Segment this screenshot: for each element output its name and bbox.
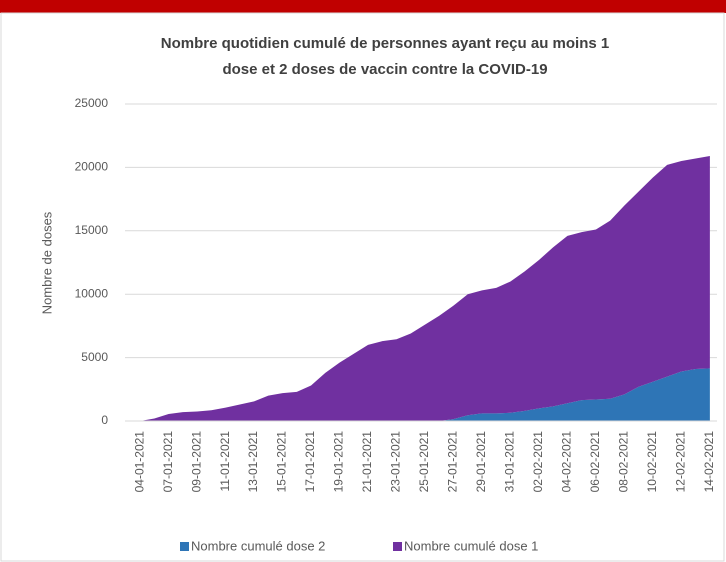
y-tick-label: 10000 — [75, 286, 109, 300]
x-tick-label: 21-01-2021 — [360, 431, 374, 493]
header-bar — [0, 0, 726, 13]
chart-subtitle: dose et 2 doses de vaccin contre la COVI… — [222, 61, 547, 78]
x-tick-label: 23-01-2021 — [389, 431, 403, 493]
x-tick-label: 27-01-2021 — [446, 431, 460, 493]
x-tick-label: 15-01-2021 — [275, 431, 289, 493]
y-tick-label: 0 — [101, 413, 108, 427]
x-tick-label: 04-01-2021 — [132, 431, 146, 493]
legend-label: Nombre cumulé dose 2 — [191, 538, 325, 553]
x-tick-label: 31-01-2021 — [503, 431, 517, 493]
x-tick-label: 29-01-2021 — [474, 431, 488, 493]
area — [140, 368, 710, 421]
x-tick-label: 02-02-2021 — [531, 431, 545, 493]
x-tick-label: 17-01-2021 — [303, 431, 317, 493]
x-tick-label: 13-01-2021 — [246, 431, 260, 493]
x-tick-label: 25-01-2021 — [417, 431, 431, 493]
x-tick-label: 07-01-2021 — [161, 431, 175, 493]
x-tick-label: 19-01-2021 — [332, 431, 346, 493]
x-tick-label: 12-02-2021 — [674, 431, 688, 493]
legend-swatch — [393, 542, 402, 551]
x-tick-label: 14-02-2021 — [702, 431, 716, 493]
chart-title: Nombre quotidien cumulé de personnes aya… — [161, 35, 609, 52]
x-tick-label: 06-02-2021 — [588, 431, 602, 493]
legend-label: Nombre cumulé dose 1 — [404, 538, 538, 553]
y-tick-label: 5000 — [81, 350, 108, 364]
x-tick-label: 04-02-2021 — [560, 431, 574, 493]
x-tick-label: 09-01-2021 — [189, 431, 203, 493]
y-axis-label: Nombre de doses — [39, 211, 54, 314]
x-tick-label: 08-02-2021 — [617, 431, 631, 493]
y-tick-label: 25000 — [75, 96, 109, 110]
legend-swatch — [180, 542, 189, 551]
y-tick-label: 15000 — [75, 223, 109, 237]
y-tick-label: 20000 — [75, 160, 109, 174]
x-tick-label: 11-01-2021 — [218, 431, 232, 492]
x-tick-label: 10-02-2021 — [645, 431, 659, 493]
area — [140, 155, 710, 421]
